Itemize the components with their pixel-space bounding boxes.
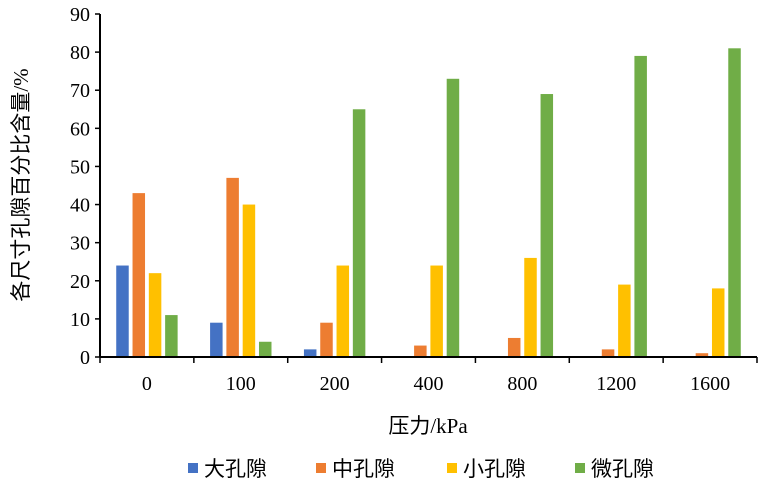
x-tick-label: 400 — [414, 373, 444, 395]
y-tick-label: 20 — [70, 271, 90, 293]
bar — [524, 257, 537, 357]
bar — [728, 48, 741, 358]
y-tick-label: 30 — [70, 233, 90, 255]
bar — [540, 94, 554, 358]
bar — [634, 55, 647, 358]
bar — [430, 265, 443, 357]
y-tick-label: 60 — [70, 118, 90, 140]
y-tick-label: 40 — [70, 195, 90, 217]
x-tick-label: 100 — [226, 373, 256, 395]
bar — [242, 204, 256, 357]
legend-item: 中孔隙 — [316, 457, 395, 481]
bar — [446, 78, 460, 358]
legend-swatch — [188, 463, 198, 473]
bar — [336, 265, 350, 357]
x-tick-label: 1200 — [596, 373, 636, 395]
x-tick-label: 800 — [507, 373, 537, 395]
y-axis-label: 各尺寸孔隙百分比含量/% — [9, 68, 33, 301]
x-axis-label: 压力/kPa — [388, 414, 468, 438]
bar — [695, 353, 709, 357]
y-tick-label: 70 — [70, 80, 90, 102]
legend-item: 微孔隙 — [575, 457, 654, 481]
bar — [303, 349, 317, 357]
x-tick-label: 0 — [142, 373, 152, 395]
x-tick-label: 1600 — [690, 373, 730, 395]
bar — [601, 349, 615, 357]
bar — [352, 109, 366, 358]
axes: 0 10 20 30 40 50 60 70 80 90 0 100 200 400 800 1200 1600 — [70, 4, 758, 395]
legend-item: 大孔隙 — [188, 457, 267, 481]
legend-item: 小孔隙 — [447, 457, 526, 481]
legend-label: 小孔隙 — [463, 457, 526, 481]
bar — [148, 273, 162, 357]
bar — [258, 341, 272, 357]
bars — [116, 48, 741, 358]
legend: 大孔隙 中孔隙 小孔隙 微孔隙 — [188, 457, 654, 481]
bar — [507, 337, 521, 357]
bar — [132, 193, 146, 357]
bar — [226, 177, 239, 357]
bar — [210, 322, 223, 357]
y-tick-label: 10 — [70, 309, 90, 331]
y-tick-label: 0 — [80, 347, 90, 369]
y-tick-label: 50 — [70, 156, 90, 178]
y-tick-label: 80 — [70, 42, 90, 64]
bar — [320, 322, 333, 357]
bar — [711, 288, 725, 357]
bar — [414, 345, 427, 357]
bar — [165, 315, 178, 357]
legend-label: 大孔隙 — [204, 457, 267, 481]
bar — [116, 265, 129, 357]
legend-label: 微孔隙 — [591, 457, 654, 481]
legend-swatch — [575, 463, 585, 473]
legend-swatch — [316, 463, 326, 473]
y-tick-label: 90 — [70, 4, 90, 26]
x-tick-label: 200 — [320, 373, 350, 395]
bar — [618, 284, 631, 357]
legend-label: 中孔隙 — [332, 457, 395, 481]
legend-swatch — [447, 463, 457, 473]
